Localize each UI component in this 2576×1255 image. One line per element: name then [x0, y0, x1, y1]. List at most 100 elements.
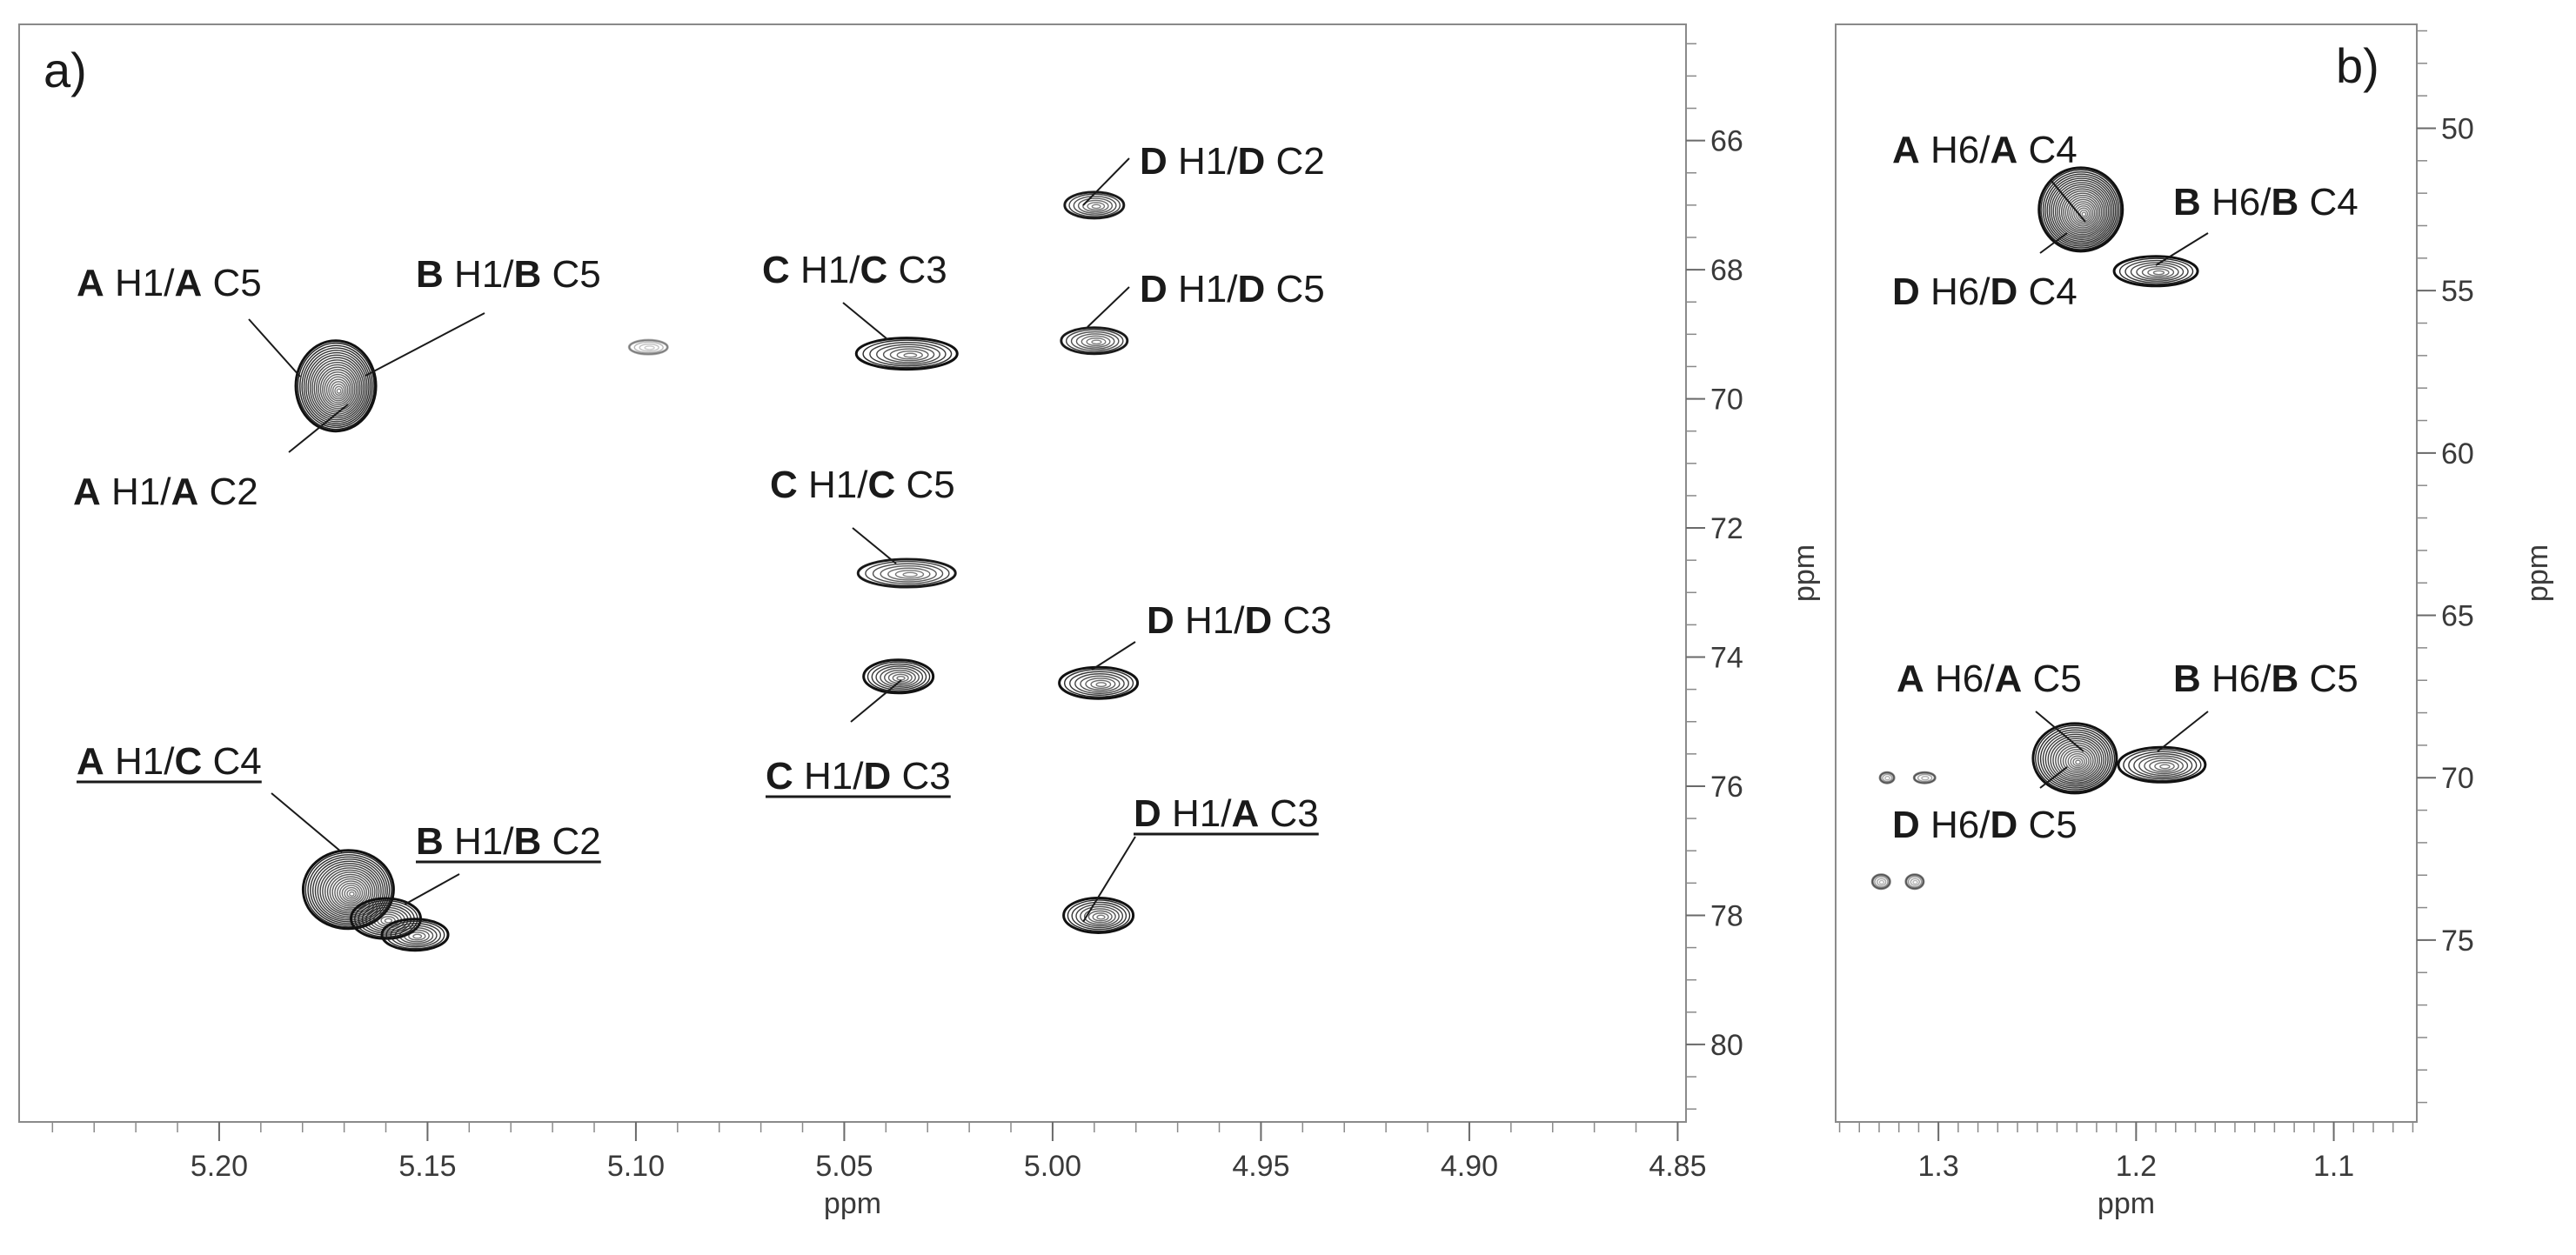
peak-outline [1060, 326, 1129, 356]
peak-contour [2147, 268, 2170, 277]
peak-contour [297, 342, 375, 431]
peak-contour [317, 863, 382, 919]
panel-a: 5.20 5.15 5.10 5.05 5.00 4.95 4.90 4.85 66 68 70 72… [18, 23, 1821, 1220]
leader-line [2157, 711, 2209, 752]
cross-peak [627, 338, 669, 356]
annotation-text: H6/ [1920, 804, 1991, 846]
peak-contour [2052, 182, 2111, 241]
x-axis-title: ppm [824, 1187, 881, 1220]
residue-letter: C [860, 249, 887, 291]
cross-peak [2117, 745, 2207, 784]
annotation-text: C5 [2022, 658, 2081, 700]
peak-contour [412, 933, 423, 939]
peak-contour [334, 385, 344, 397]
peak-contour [311, 858, 386, 923]
peak-contour [2044, 173, 2118, 247]
peak-contour [1096, 914, 1106, 920]
residue-letter: A [1897, 658, 1924, 700]
peak-outline [1870, 873, 1891, 891]
peak-contour [1876, 878, 1887, 886]
peak-contour [338, 882, 364, 904]
leader-line [842, 302, 888, 340]
residue-letter: D [1990, 270, 2017, 313]
peak-contour [336, 388, 342, 394]
peak-contour [1071, 901, 1127, 931]
peak-annotation: C H1/C C5 [770, 464, 955, 564]
peak-annotation: D H1/D C2 [1082, 140, 1325, 206]
annotation-text: C3 [887, 249, 947, 291]
residue-letter: A [1990, 129, 2017, 171]
peak-contour [307, 354, 366, 421]
residue-letter: D [1140, 140, 1168, 183]
annotation-text: C5 [2298, 658, 2358, 700]
peak-contour [1921, 776, 1930, 781]
peak-contour [307, 854, 391, 926]
annotation-label: B H1/B C5 [416, 253, 601, 296]
peak-contour [304, 851, 392, 928]
residue-letter: C [174, 740, 202, 783]
residue-letter: C [867, 464, 895, 506]
peak-outline [294, 339, 378, 433]
residue-letter: A [1231, 792, 1259, 835]
peak-contour [2051, 179, 2113, 243]
peak-contour [1063, 669, 1134, 698]
annotation-text: C4 [2298, 181, 2358, 224]
peak-contour [1080, 675, 1121, 692]
peak-outline [1904, 873, 1925, 891]
peak-contour [1074, 673, 1125, 694]
peak-contour [2154, 762, 2175, 771]
peak-contour [1910, 878, 1920, 886]
residue-letter: D [1892, 804, 1920, 846]
peak-contour [2042, 171, 2120, 249]
peak-contour [1092, 912, 1109, 922]
peak-contour [2046, 175, 2117, 245]
peak-contour [2159, 764, 2171, 770]
peak-outline [1063, 190, 1126, 220]
peak-contour [324, 373, 352, 405]
annotation-text: C5 [895, 464, 954, 506]
annotation-text: H6/ [1920, 270, 1991, 313]
y-tick-label: 50 [2441, 112, 2474, 145]
peak-contour [2069, 198, 2098, 227]
y-tick-label: 70 [1710, 384, 1743, 417]
axis-ticks [51, 43, 1705, 1141]
peak-outline [862, 658, 935, 695]
y-tick-label: 70 [2441, 762, 2474, 795]
peak-contour [896, 350, 923, 360]
peak-outline [380, 918, 450, 952]
plot-frame [1835, 23, 2418, 1123]
cross-peak [294, 339, 378, 433]
peak-contour [334, 878, 368, 907]
peak-contour [1080, 905, 1120, 927]
peak-contour [390, 923, 442, 948]
peak-contour [871, 663, 927, 691]
peak-annotation: B H6/B C5 [2157, 658, 2359, 752]
peak-annotation: A H6/A C4 [1892, 129, 2086, 223]
peak-contour [1081, 335, 1111, 348]
annotation-text: H1/ [790, 249, 860, 291]
peak-contour [2060, 190, 2104, 234]
residue-letter: B [513, 253, 541, 296]
peak-contour [1086, 337, 1107, 347]
residue-letter: D [1990, 804, 2017, 846]
peak-contour [2064, 194, 2101, 230]
annotation-label: C H1/C C5 [770, 464, 955, 506]
peak-contour [1090, 679, 1112, 690]
annotation-label: A H1/A C5 [77, 262, 262, 304]
peak-contour [310, 856, 388, 925]
peak-contour [2050, 738, 2103, 782]
peak-contour [883, 669, 916, 686]
annotation-text: H1/ [1174, 599, 1245, 642]
annotation-label: A H6/A C5 [1897, 658, 2082, 700]
cross-peak [1912, 771, 1937, 784]
peak-annotation: A H1/C C4 [77, 740, 343, 853]
leader-line [2039, 232, 2068, 254]
peak-contour [303, 350, 370, 424]
annotation-label: A H6/A C4 [1892, 129, 2078, 171]
annotation-text: H1/ [798, 464, 868, 506]
residue-letter: C [770, 464, 798, 506]
peak-contour [2149, 759, 2179, 773]
peak-contour [862, 339, 953, 369]
peak-contour [326, 871, 374, 912]
